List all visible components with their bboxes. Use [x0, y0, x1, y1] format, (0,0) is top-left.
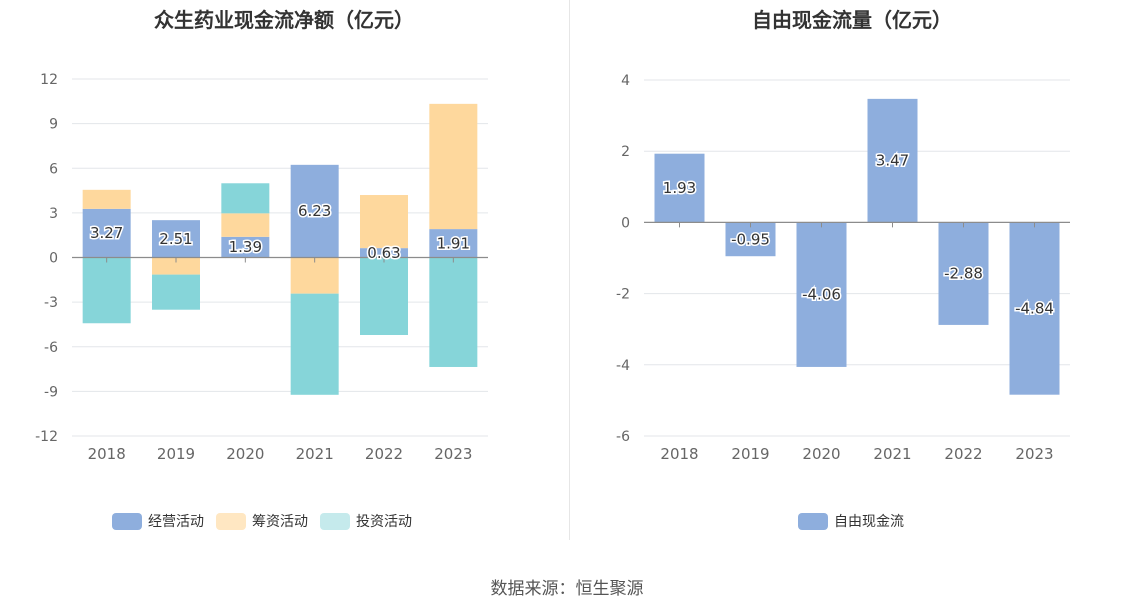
left-legend: 经营活动 筹资活动 投资活动 [106, 511, 418, 531]
data-label: -4.84 [1015, 300, 1054, 318]
right-legend: 自由现金流 [792, 511, 910, 531]
x-tick-label: 2022 [365, 445, 403, 463]
legend-swatch-investing [320, 512, 350, 530]
data-label: -4.06 [802, 286, 841, 304]
bar-经营活动-2019[interactable] [152, 220, 200, 258]
bar-自由现金流-2021[interactable] [867, 98, 918, 223]
bar-经营活动-2023[interactable] [429, 229, 478, 258]
legend-item-financing[interactable]: 筹资活动 [216, 511, 308, 531]
x-tick-label: 2021 [296, 445, 334, 463]
legend-item-operating[interactable]: 经营活动 [112, 511, 204, 531]
data-label: 3.47 [876, 152, 909, 170]
y-tick-label: -6 [616, 429, 630, 445]
x-tick-label: 2019 [731, 445, 769, 463]
bar-投资活动-2023[interactable] [429, 257, 478, 367]
cash-flow-chart: 12 9 6 3 0 -3 -6 -9 -12 2018 2019 2020 2021 2022 2023 3… [35, 72, 488, 463]
y-tick-label: 2 [621, 144, 630, 160]
y-tick-label: 9 [49, 117, 58, 133]
y-tick-label: 4 [621, 73, 630, 89]
x-tick-label: 2018 [660, 445, 698, 463]
legend-swatch-operating [112, 512, 142, 530]
y-tick-label: 12 [40, 72, 58, 88]
x-tick-label: 2023 [1015, 445, 1053, 463]
legend-label-financing: 筹资活动 [252, 514, 308, 530]
bar-筹资活动-2020[interactable] [221, 213, 270, 237]
y-tick-label: 0 [49, 251, 58, 267]
data-label: 1.93 [663, 179, 696, 197]
data-label: 1.91 [437, 234, 470, 252]
bar-自由现金流-2022[interactable] [938, 222, 989, 325]
data-label: 3.27 [90, 224, 123, 242]
x-tick-label: 2018 [88, 445, 126, 463]
data-label: -2.88 [944, 265, 983, 283]
bar-经营活动-2022[interactable] [360, 248, 408, 258]
y-tick-label: 3 [49, 206, 58, 222]
left-chart-title: 众生药业现金流净额（亿元） [154, 8, 414, 32]
right-chart-title: 自由现金流量（亿元） [752, 8, 952, 32]
y-tick-label: -3 [44, 295, 58, 311]
data-label: 1.39 [229, 238, 262, 256]
bar-投资活动-2021[interactable] [290, 293, 339, 395]
bar-投资活动-2018[interactable] [82, 257, 131, 324]
y-tick-label: 0 [621, 215, 630, 231]
free-cash-flow-chart: 4 2 0 -2 -4 -6 2018 2019 2020 2021 2022 2023 1.93 -0.… [616, 73, 1070, 463]
bar-投资活动-2022[interactable] [360, 257, 408, 335]
y-tick-label: -4 [616, 358, 630, 374]
bar-自由现金流-2018[interactable] [654, 153, 705, 223]
bar-筹资活动-2022[interactable] [360, 195, 408, 249]
legend-item-investing[interactable]: 投资活动 [320, 511, 412, 531]
bar-经营活动-2018[interactable] [82, 208, 131, 258]
y-tick-label: 6 [49, 161, 58, 177]
chart-divider [569, 0, 570, 540]
bar-自由现金流-2020[interactable] [796, 222, 847, 367]
x-tick-label: 2020 [226, 445, 264, 463]
bar-自由现金流-2023[interactable] [1009, 222, 1060, 395]
x-tick-label: 2021 [873, 445, 911, 463]
y-tick-label: -6 [44, 340, 58, 356]
y-tick-label: -12 [35, 429, 58, 445]
bar-投资活动-2020[interactable] [221, 183, 270, 214]
legend-label-operating: 经营活动 [148, 514, 204, 530]
bar-筹资活动-2021[interactable] [290, 257, 339, 294]
data-label: 0.63 [367, 244, 400, 262]
bar-经营活动-2021[interactable] [290, 164, 339, 258]
x-tick-label: 2023 [434, 445, 472, 463]
bar-筹资活动-2019[interactable] [152, 257, 200, 275]
y-tick-label: -9 [44, 384, 58, 400]
bar-筹资活动-2023[interactable] [429, 103, 478, 230]
x-tick-label: 2020 [802, 445, 840, 463]
data-label: 6.23 [298, 202, 331, 220]
legend-label-investing: 投资活动 [356, 514, 412, 530]
bar-经营活动-2020[interactable] [221, 236, 270, 258]
data-source: 数据来源：恒生聚源 [490, 579, 644, 599]
x-tick-label: 2022 [944, 445, 982, 463]
data-label: -0.95 [731, 230, 770, 248]
legend-swatch-free-cash-flow [798, 512, 828, 530]
data-label: 2.51 [159, 230, 192, 248]
bar-自由现金流-2019[interactable] [725, 222, 776, 257]
legend-label-free-cash-flow: 自由现金流 [834, 514, 904, 530]
legend-swatch-financing [216, 512, 246, 530]
y-tick-label: -2 [616, 287, 630, 303]
bar-筹资活动-2018[interactable] [82, 189, 131, 209]
x-tick-label: 2019 [157, 445, 195, 463]
legend-item-free-cash-flow[interactable]: 自由现金流 [798, 511, 904, 531]
bar-投资活动-2019[interactable] [152, 274, 200, 310]
